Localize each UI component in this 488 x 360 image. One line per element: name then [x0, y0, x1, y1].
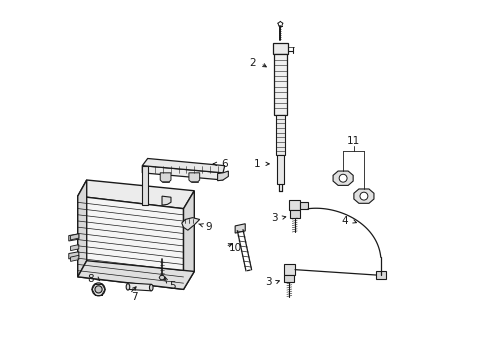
Polygon shape	[69, 234, 79, 241]
Text: 9: 9	[204, 222, 211, 231]
Polygon shape	[183, 191, 194, 289]
Polygon shape	[78, 196, 183, 289]
Polygon shape	[375, 271, 386, 279]
Ellipse shape	[92, 283, 105, 296]
Polygon shape	[78, 180, 86, 277]
Ellipse shape	[95, 286, 102, 293]
Polygon shape	[142, 166, 223, 180]
Polygon shape	[142, 166, 147, 205]
Polygon shape	[162, 196, 171, 205]
Polygon shape	[70, 244, 79, 251]
Ellipse shape	[339, 174, 346, 182]
Polygon shape	[289, 211, 299, 218]
Text: 7: 7	[131, 292, 138, 302]
Polygon shape	[69, 252, 79, 259]
Polygon shape	[273, 54, 286, 116]
Polygon shape	[160, 173, 171, 182]
Polygon shape	[78, 180, 194, 209]
Polygon shape	[288, 200, 300, 211]
Ellipse shape	[126, 284, 129, 290]
Polygon shape	[276, 155, 284, 184]
Polygon shape	[188, 173, 199, 182]
Text: 4: 4	[341, 216, 348, 226]
Text: 3: 3	[271, 213, 277, 222]
Polygon shape	[284, 275, 294, 282]
Text: 5: 5	[169, 281, 176, 291]
Text: 2: 2	[249, 58, 256, 68]
Text: 3: 3	[264, 277, 271, 287]
Ellipse shape	[149, 284, 153, 291]
Polygon shape	[332, 171, 352, 185]
Polygon shape	[78, 261, 194, 289]
Polygon shape	[300, 202, 308, 209]
Polygon shape	[217, 171, 228, 181]
Text: 1: 1	[253, 159, 260, 169]
Text: 11: 11	[346, 136, 359, 145]
Polygon shape	[70, 255, 79, 261]
Text: 10: 10	[228, 243, 241, 253]
Polygon shape	[142, 158, 224, 173]
Polygon shape	[353, 189, 373, 203]
Polygon shape	[273, 43, 287, 54]
Text: 6: 6	[221, 159, 227, 169]
Text: 8: 8	[87, 274, 94, 284]
Polygon shape	[283, 264, 294, 275]
Polygon shape	[276, 116, 284, 155]
Ellipse shape	[359, 192, 367, 200]
Polygon shape	[70, 234, 79, 240]
Polygon shape	[159, 275, 164, 280]
Polygon shape	[235, 224, 245, 233]
Polygon shape	[128, 283, 151, 291]
Polygon shape	[182, 218, 199, 230]
